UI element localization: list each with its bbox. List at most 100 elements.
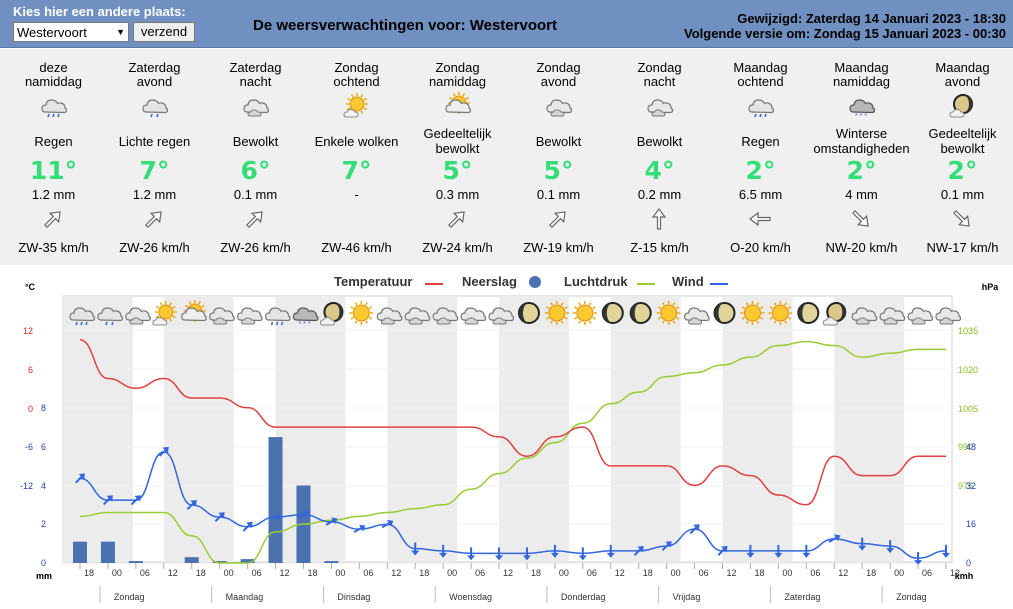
temperature-line <box>79 338 946 506</box>
forecast-column: Zaterdag avond Lichte regen 7° 1.2 mm ZW… <box>104 49 205 265</box>
wind-arrow-icon <box>467 547 476 561</box>
period-label-line2: avond <box>136 74 173 89</box>
wind-value: ZW-26 km/h <box>119 240 190 255</box>
wind-arrow-icon <box>942 544 950 558</box>
wind-arrow-icon <box>242 521 253 532</box>
hour-tick-label: 00 <box>112 568 122 578</box>
precipitation-value: 6.5 mm <box>738 187 783 202</box>
hour-tick-label: 00 <box>335 568 345 578</box>
day-label: Zaterdag <box>784 592 820 602</box>
wind-arrow-icon <box>522 547 531 561</box>
wind-direction-arrow-icon <box>852 210 869 227</box>
period-label-line1: Maandag <box>935 60 990 75</box>
wind-direction-arrow-icon <box>953 210 970 227</box>
hour-tick-label: 00 <box>447 568 457 578</box>
rain-icon <box>748 99 775 118</box>
precip-tick-label: 4 <box>41 481 46 491</box>
wind-arrow-icon <box>269 513 283 522</box>
light-rain-icon <box>97 307 124 326</box>
wind-arrow-icon <box>633 545 644 556</box>
weather-description: Bewolkt <box>609 126 710 156</box>
hour-tick-label: 06 <box>699 568 709 578</box>
pressure-line <box>79 340 946 564</box>
night-band <box>610 296 681 562</box>
precipitation-bar <box>324 561 339 563</box>
place-select[interactable]: Westervoort ▼ <box>13 22 129 42</box>
moon-icon <box>517 302 540 324</box>
period-label-line2: namiddag <box>24 74 83 89</box>
legend-wind-line <box>710 283 728 285</box>
period-label-line2: avond <box>944 74 981 89</box>
pressure-tick-label: 990 <box>958 442 973 452</box>
wind-value: Z-15 km/h <box>630 240 689 255</box>
weather-description-line1: Gedeeltelijk <box>423 126 492 141</box>
place-label: Kies hier een andere plaats: <box>13 4 186 19</box>
period-label: Zondag nacht <box>609 61 710 89</box>
hour-tick-label: 18 <box>196 568 206 578</box>
temperature-value: 5° <box>442 156 473 185</box>
hour-tick-label: 06 <box>810 568 820 578</box>
temperature-value: 2° <box>947 156 978 185</box>
night-band <box>63 296 133 562</box>
wind-value: ZW-26 km/h <box>220 240 291 255</box>
chevron-down-icon: ▼ <box>116 27 125 37</box>
period-label: Maandag avond <box>912 61 1013 89</box>
weather-description-line1: Bewolkt <box>232 133 279 149</box>
legend-pressure: Luchtdruk <box>564 274 628 289</box>
partly-cloudy-night-icon <box>949 94 973 118</box>
forecast-column: Zondag namiddag Gedeeltelijk bewolkt 5° … <box>407 49 508 265</box>
wind-arrow-icon <box>746 544 755 558</box>
wind-arrow-icon <box>130 495 141 506</box>
forecast-column: Maandag avond Gedeeltelijk bewolkt 2° 0.… <box>912 49 1013 265</box>
weather-description-line2: bewolkt <box>940 141 985 156</box>
temperature-value: 5° <box>543 156 574 185</box>
weather-description-line1: Regen <box>741 133 780 149</box>
weather-description-line1: Lichte regen <box>118 133 191 149</box>
wind-value: NW-20 km/h <box>825 240 898 255</box>
wind-direction-arrow-icon <box>448 211 465 228</box>
precipitation-bar <box>100 541 115 563</box>
updated-text: Gewijzigd: Zaterdag 14 Januari 2023 - 18… <box>737 11 1006 26</box>
hour-tick-label: 12 <box>280 568 290 578</box>
night-band <box>499 296 569 562</box>
sun-icon <box>572 301 597 325</box>
precipitation-bar <box>184 557 199 563</box>
wind-direction-arrow-icon <box>246 211 263 228</box>
sun-icon <box>349 301 374 325</box>
wind-arrow-icon <box>661 541 672 552</box>
forecast-column: Zondag avond Bewolkt 5° 0.1 mm ZW-19 km/… <box>508 49 609 265</box>
submit-button[interactable]: verzend <box>133 22 195 42</box>
precipitation-bar <box>212 561 227 563</box>
wind-value: ZW-19 km/h <box>523 240 594 255</box>
cloudy-icon <box>237 307 263 325</box>
day-label: Dinsdag <box>337 592 370 602</box>
cloudy-icon <box>647 99 674 117</box>
svg-text:* * *: * * * <box>855 113 867 118</box>
weather-description-line1: Enkele wolken <box>314 133 399 149</box>
sun-icon <box>656 301 681 325</box>
pressure-tick-label: 1020 <box>958 365 978 375</box>
night-band <box>163 296 234 562</box>
hour-tick-label: 18 <box>754 568 764 578</box>
moon-icon <box>797 302 820 324</box>
cloudy-icon <box>376 307 403 325</box>
cloudy-icon <box>488 307 515 325</box>
precip-unit-label: mm <box>36 571 52 581</box>
day-label: Vrijdag <box>673 592 701 602</box>
hour-tick-label: 00 <box>894 568 904 578</box>
period-label: Zondag avond <box>508 61 609 89</box>
light-rain-icon <box>142 99 169 118</box>
hour-tick-label: 12 <box>838 568 848 578</box>
temp-tick-label: -6 <box>25 442 33 452</box>
moon-icon <box>629 302 652 324</box>
wind-direction-arrow-icon <box>44 211 61 228</box>
precip-tick-label: 6 <box>41 442 46 452</box>
hour-tick-label: 12 <box>950 568 960 578</box>
wind-arrow-icon <box>578 547 587 561</box>
wind-arrow-icon <box>886 540 895 554</box>
wind-arrow-icon <box>689 524 700 535</box>
period-label-line2: avond <box>540 74 577 89</box>
period-label: Maandag ochtend <box>710 61 811 89</box>
forecast-column: deze namiddag Regen 11° 1.2 mm ZW-35 km/… <box>3 49 104 265</box>
weather-description: Gedeeltelijk bewolkt <box>912 126 1013 156</box>
